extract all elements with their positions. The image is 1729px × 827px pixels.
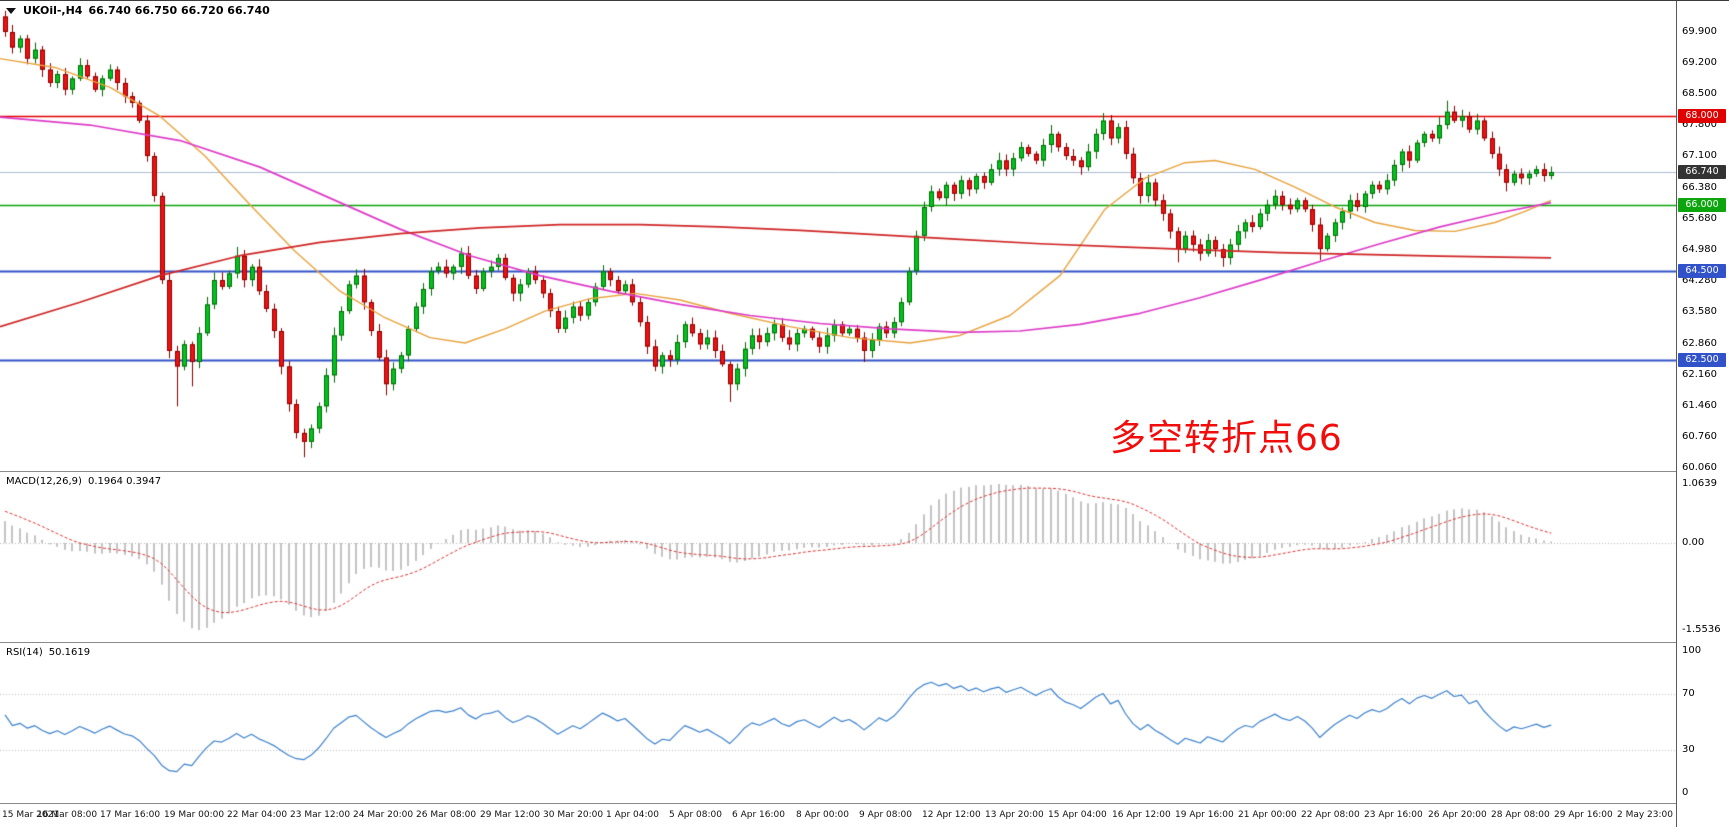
time-axis-label: 13 Apr 20:00 [985, 810, 1044, 820]
macd-axis-label: 0.00 [1682, 537, 1705, 548]
price-level-badge: 66.000 [1678, 198, 1726, 212]
time-axis-label: 22 Apr 08:00 [1301, 810, 1360, 820]
chart-ohlc-values: 66.740 66.750 66.720 66.740 [88, 4, 270, 17]
price-axis-label: 62.860 [1682, 338, 1717, 349]
price-axis-label: 60.060 [1682, 462, 1717, 473]
rsi-name: RSI(14) [6, 647, 43, 658]
time-axis-label: 16 Mar 08:00 [37, 810, 98, 820]
chart-symbol-period: UKOil-,H4 [23, 4, 83, 17]
chart-annotation: 多空转折点66 [1110, 418, 1343, 459]
price-chart-canvas[interactable] [0, 1, 1677, 471]
price-axis-label: 67.800 [1682, 119, 1717, 130]
time-axis-label: 8 Apr 00:00 [796, 810, 849, 820]
price-axis-label: 63.580 [1682, 306, 1717, 317]
time-axis-label: 5 Apr 08:00 [669, 810, 722, 820]
time-axis-label: 26 Mar 08:00 [416, 810, 477, 820]
rsi-value: 50.1619 [48, 647, 91, 658]
time-axis-label: 15 Apr 04:00 [1048, 810, 1107, 820]
time-axis-label: 1 Apr 04:00 [606, 810, 659, 820]
rsi-axis-label: 70 [1682, 688, 1695, 699]
price-axis-label: 64.980 [1682, 244, 1717, 255]
price-scale[interactable]: 69.900 69.200 68.500 67.800 67.100 66.380 65.6… [1676, 1, 1729, 827]
price-axis-label: 65.680 [1682, 213, 1717, 224]
time-axis-label: 19 Apr 16:00 [1175, 810, 1234, 820]
time-axis-label: 26 Apr 20:00 [1428, 810, 1487, 820]
chart-dropdown-icon[interactable] [6, 7, 16, 14]
pane-separator[interactable] [0, 642, 1729, 643]
pane-separator[interactable] [0, 471, 1729, 472]
price-axis-label: 64.280 [1682, 275, 1717, 286]
time-axis-label: 24 Mar 20:00 [353, 810, 414, 820]
price-level-badge: 68.000 [1678, 109, 1726, 123]
time-axis-label: 22 Mar 04:00 [227, 810, 288, 820]
time-axis-label: 6 Apr 16:00 [732, 810, 785, 820]
rsi-axis-label: 0 [1682, 787, 1689, 798]
time-axis-label: 9 Apr 08:00 [859, 810, 912, 820]
price-axis-label: 67.100 [1682, 150, 1717, 161]
macd-name: MACD(12,26,9) [6, 476, 82, 487]
macd-canvas[interactable] [0, 472, 1677, 642]
time-axis-label: 12 Apr 12:00 [922, 810, 981, 820]
price-axis-label: 61.460 [1682, 400, 1717, 411]
time-axis[interactable]: 15 Mar 2021 16 Mar 08:00 17 Mar 16:00 19 Ma… [0, 804, 1677, 827]
price-axis-label: 62.160 [1682, 369, 1717, 380]
time-axis-label: 30 Mar 20:00 [543, 810, 604, 820]
rsi-canvas[interactable] [0, 643, 1677, 803]
time-axis-label: 15 Mar 2021 [2, 810, 60, 820]
time-axis-label: 29 Mar 12:00 [480, 810, 541, 820]
current-price-badge: 66.740 [1678, 165, 1726, 179]
rsi-axis-label: 30 [1682, 744, 1695, 755]
time-axis-label: 19 Mar 00:00 [164, 810, 225, 820]
time-axis-label: 23 Mar 12:00 [290, 810, 351, 820]
time-axis-label: 17 Mar 16:00 [100, 810, 161, 820]
price-level-badge: 64.500 [1678, 264, 1726, 278]
price-level-badge: 62.500 [1678, 353, 1726, 367]
price-axis-label: 68.500 [1682, 88, 1717, 99]
price-axis-label: 60.760 [1682, 431, 1717, 442]
time-axis-label: 29 Apr 16:00 [1554, 810, 1613, 820]
price-axis-label: 69.200 [1682, 57, 1717, 68]
time-axis-label: 21 Apr 00:00 [1238, 810, 1297, 820]
time-axis-label: 2 May 23:00 [1617, 810, 1673, 820]
macd-axis-label: 1.0639 [1682, 478, 1717, 489]
price-axis-label: 69.900 [1682, 26, 1717, 37]
macd-indicator-label: MACD(12,26,9) 0.1964 0.3947 [6, 476, 161, 487]
time-axis-label: 16 Apr 12:00 [1112, 810, 1171, 820]
macd-axis-label: -1.5536 [1682, 624, 1721, 635]
macd-values: 0.1964 0.3947 [87, 476, 162, 487]
time-axis-label: 28 Apr 08:00 [1491, 810, 1550, 820]
pane-separator[interactable] [0, 803, 1729, 804]
price-axis-label: 66.380 [1682, 182, 1717, 193]
rsi-indicator-label: RSI(14) 50.1619 [6, 647, 90, 658]
rsi-axis-label: 100 [1682, 645, 1702, 656]
time-axis-label: 23 Apr 16:00 [1364, 810, 1423, 820]
chart-header: UKOil-,H4 66.740 66.750 66.720 66.740 [6, 4, 270, 17]
